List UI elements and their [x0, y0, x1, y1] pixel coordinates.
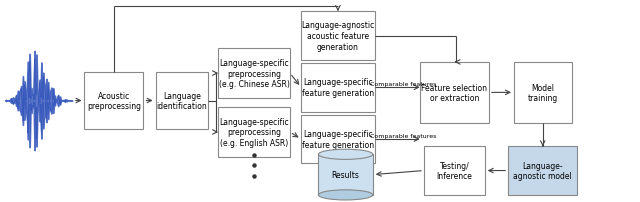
- FancyBboxPatch shape: [301, 115, 375, 164]
- FancyBboxPatch shape: [514, 63, 572, 123]
- Text: Comparable features: Comparable features: [371, 82, 437, 87]
- Ellipse shape: [319, 149, 372, 160]
- FancyBboxPatch shape: [301, 64, 375, 112]
- FancyBboxPatch shape: [218, 107, 290, 158]
- Text: Results: Results: [332, 170, 360, 179]
- Text: Language-specific
preprocessing
(e.g. English ASR): Language-specific preprocessing (e.g. En…: [220, 117, 289, 147]
- FancyBboxPatch shape: [218, 48, 290, 99]
- Text: Feature selection
or extraction: Feature selection or extraction: [421, 83, 488, 103]
- FancyBboxPatch shape: [301, 12, 375, 61]
- Text: Language-specific
preprocessing
(e.g. Chinese ASR): Language-specific preprocessing (e.g. Ch…: [219, 59, 289, 89]
- FancyBboxPatch shape: [84, 73, 143, 129]
- Text: Language-
agnostic model: Language- agnostic model: [513, 161, 572, 181]
- FancyBboxPatch shape: [319, 155, 372, 195]
- Text: Testing/
Inference: Testing/ Inference: [436, 161, 472, 181]
- FancyBboxPatch shape: [420, 63, 489, 123]
- FancyBboxPatch shape: [156, 73, 208, 129]
- Text: Language-specific
feature generation: Language-specific feature generation: [302, 78, 374, 98]
- Text: Language
identification: Language identification: [156, 91, 207, 111]
- Text: Acoustic
preprocessing: Acoustic preprocessing: [87, 91, 141, 111]
- FancyBboxPatch shape: [508, 146, 577, 195]
- Text: Comparable features: Comparable features: [371, 133, 437, 138]
- Text: Model
training: Model training: [527, 83, 558, 103]
- Text: Language-agnostic
acoustic feature
generation: Language-agnostic acoustic feature gener…: [301, 21, 374, 52]
- Ellipse shape: [319, 190, 372, 200]
- FancyBboxPatch shape: [424, 146, 485, 195]
- Text: Language-specific
feature generation: Language-specific feature generation: [302, 129, 374, 149]
